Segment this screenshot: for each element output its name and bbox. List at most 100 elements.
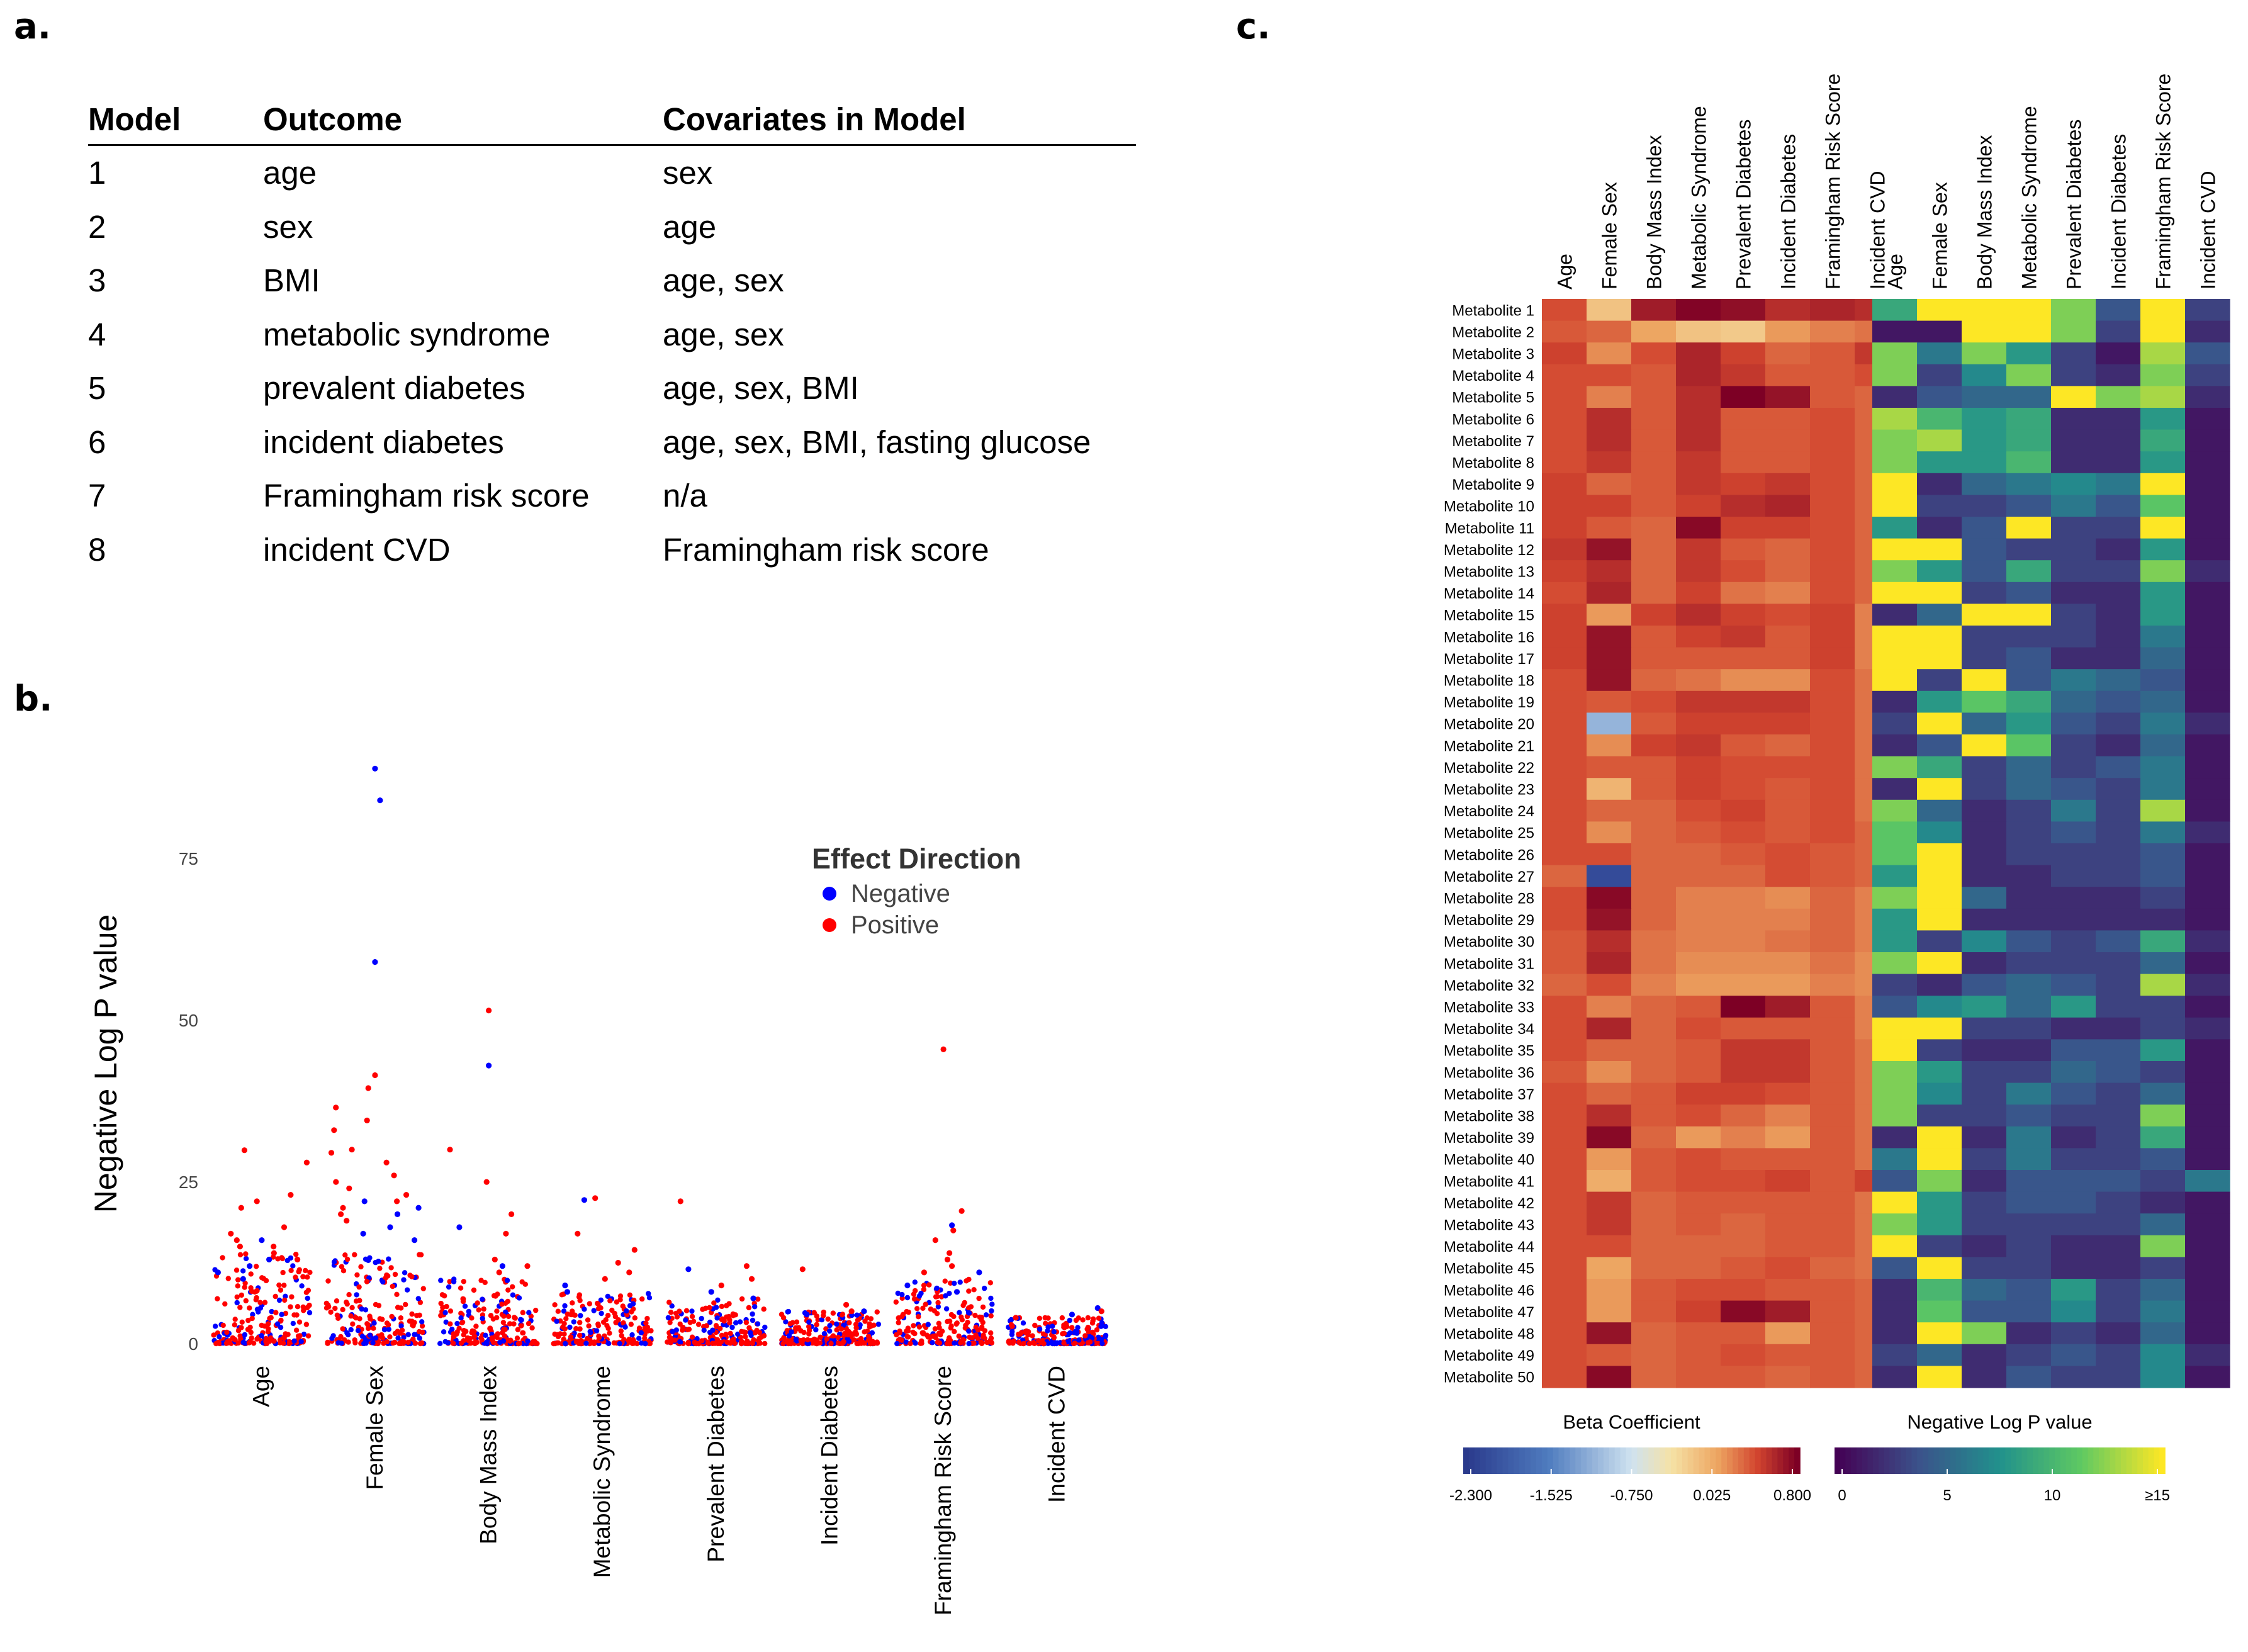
logp-cell [1917,690,1962,713]
beta-cell [1765,1082,1811,1105]
logp-cell [2185,865,2230,887]
logp-cell [1872,517,1918,539]
data-point [420,1286,426,1291]
data-point [904,1308,909,1315]
heatmap-row-label: Metabolite 42 [1444,1195,1534,1212]
data-point [458,1315,464,1321]
data-point [598,1297,604,1303]
logp-cell [2140,647,2186,670]
beta-cell [1676,560,1721,583]
data-point [484,1340,490,1346]
data-point [225,1276,231,1281]
beta-cell [1631,865,1677,887]
logp-cell [1962,1082,2007,1105]
data-point [689,1334,695,1340]
data-point [403,1301,408,1308]
data-point [666,1300,672,1305]
logp-cell [2140,429,2186,452]
data-point [529,1325,535,1331]
beta-cell [1765,538,1811,561]
beta-cell [1676,734,1721,757]
data-point [801,1329,807,1335]
data-point [605,1340,612,1346]
data-point [821,1331,828,1337]
beta-colorbar-segment [1772,1447,1779,1474]
data-point [512,1315,517,1320]
data-point [668,1310,674,1315]
beta-cell [1542,821,1587,844]
data-point [405,1339,411,1346]
data-point [328,1309,334,1315]
logp-cell [1917,560,1962,583]
logp-cell [1962,408,2007,430]
data-point [365,1085,371,1091]
data-point [505,1298,511,1305]
logp-cell [2006,1104,2052,1127]
data-point [405,1332,411,1337]
logp-cell [1962,778,2007,801]
logp-cell [2140,517,2186,539]
data-point [648,1328,654,1334]
data-point [228,1230,234,1237]
data-point [617,1297,623,1303]
logp-cell [2096,342,2141,365]
data-point [919,1340,924,1346]
beta-cell [1810,1279,1855,1301]
data-point [950,1227,957,1233]
beta-cell [1542,1213,1587,1236]
data-point [911,1339,918,1345]
logp-cell [1917,865,1962,887]
data-point [1030,1333,1035,1339]
logp-cell [1962,451,2007,474]
logp-cell [1917,756,1962,778]
data-point [805,1337,811,1342]
data-point [605,1325,611,1331]
heatmap-row-label: Metabolite 45 [1444,1261,1534,1278]
beta-cell [1810,1104,1855,1127]
beta-cell [1721,538,1766,561]
logp-cell [1917,582,1962,604]
beta-cell [1676,538,1721,561]
beta-cell [1542,712,1587,735]
data-point [755,1337,762,1344]
beta-cell [1542,647,1587,670]
data-point [838,1326,845,1332]
data-point [239,1319,245,1325]
logp-cell [2096,1257,2141,1279]
beta-cell [1676,1082,1721,1105]
data-point [220,1255,225,1261]
data-point [353,1315,359,1321]
logp-cell [1962,1148,2007,1171]
beta-cell [1542,887,1587,909]
data-point [526,1310,532,1315]
data-point [459,1320,465,1325]
data-point [644,1315,650,1322]
data-point [960,1337,966,1342]
data-point [689,1313,695,1319]
data-point [626,1269,632,1276]
data-point [565,1312,570,1317]
logp-cell [2140,626,2186,648]
data-point [387,1224,393,1230]
logp-cell [1872,690,1918,713]
logp-cell [2185,734,2230,757]
data-point [366,1325,371,1332]
data-point [390,1283,395,1290]
beta-cell [1587,582,1632,604]
logp-colorbar-segment [1994,1447,2001,1474]
data-point [1016,1339,1022,1345]
data-point [509,1211,515,1217]
data-point [962,1300,967,1306]
data-point [1009,1332,1015,1337]
logp-cell [2006,560,2052,583]
data-point [930,1334,936,1339]
data-point [1061,1340,1067,1346]
logp-colorbar-segment [1933,1447,1940,1474]
data-point [935,1304,941,1310]
logp-cell [2185,690,2230,713]
logp-cell [2096,473,2141,495]
logp-cell [1872,843,1918,866]
data-point [274,1321,281,1327]
data-point [447,1147,453,1153]
